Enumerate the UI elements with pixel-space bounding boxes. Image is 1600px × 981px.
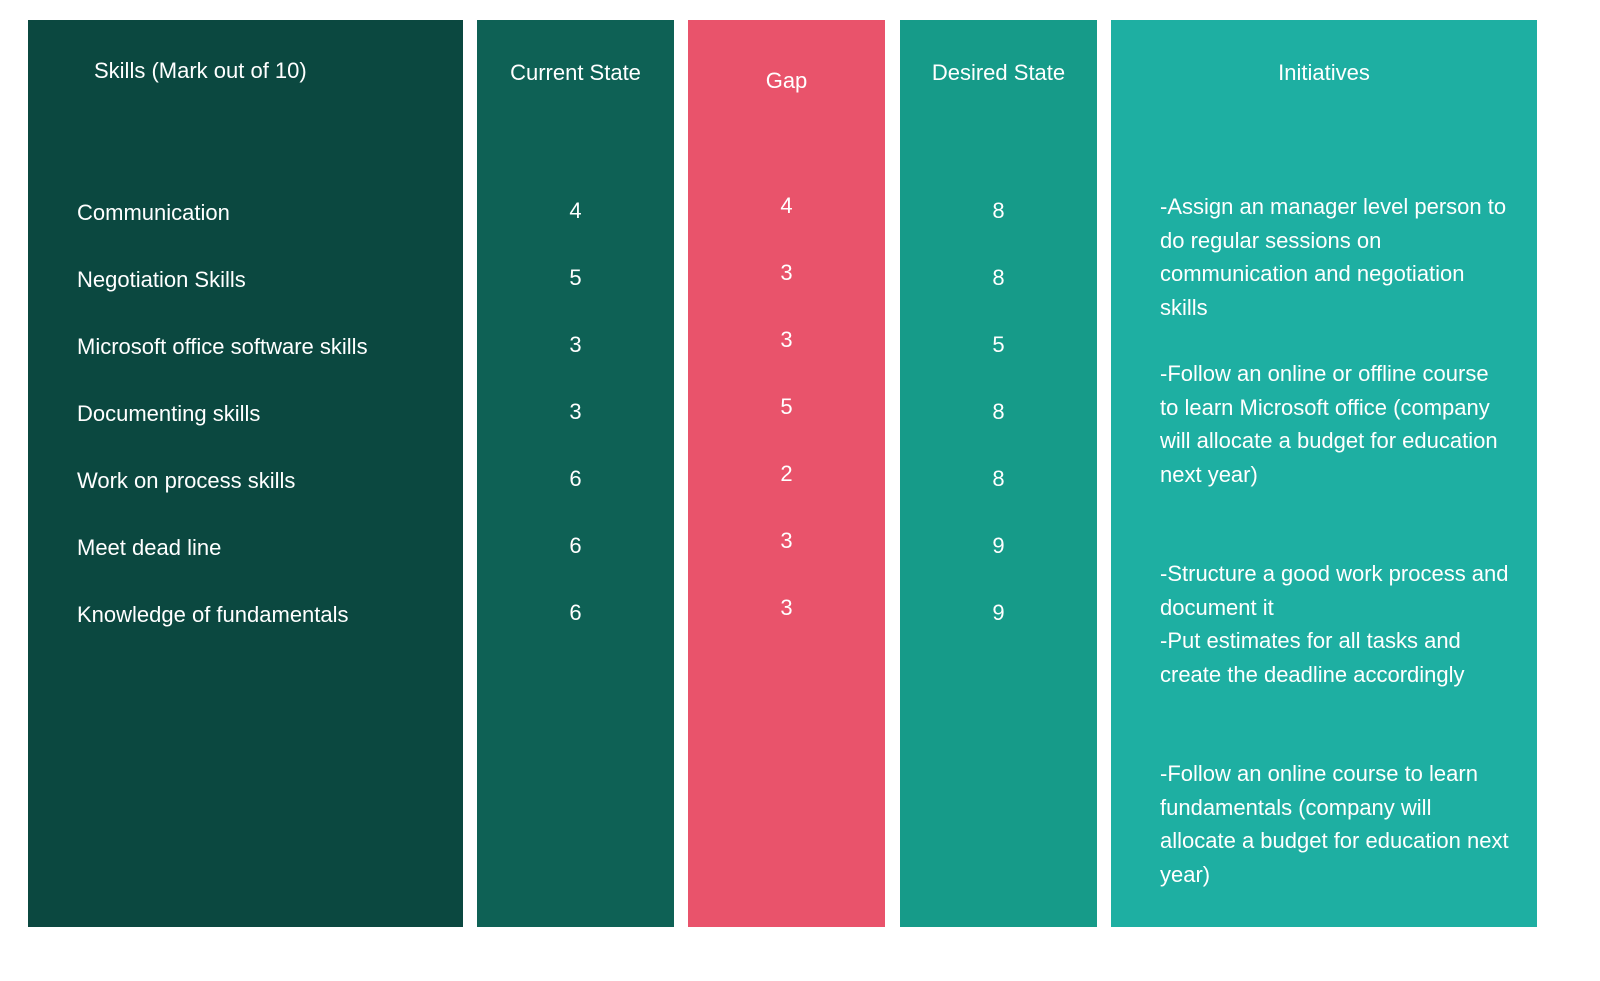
skills-column: Skills (Mark out of 10) Communication Neg… — [28, 20, 463, 927]
score: 3 — [569, 332, 582, 357]
score: 8 — [992, 198, 1005, 223]
current-column: Current State 4 5 3 3 6 6 6 — [477, 20, 674, 927]
score: 9 — [992, 600, 1005, 625]
skill-name: Knowledge of fundamentals — [77, 602, 349, 627]
initiative-block: -Structure a good work process and docum… — [1160, 557, 1510, 691]
score: 6 — [569, 600, 582, 625]
score: 3 — [569, 399, 582, 424]
score: 2 — [780, 461, 793, 486]
gap-column: Gap 4 3 3 5 2 3 3 — [688, 20, 885, 927]
header: Current State — [510, 60, 641, 85]
score: 5 — [992, 332, 1005, 357]
skill-name: Meet dead line — [77, 535, 222, 560]
score: 6 — [569, 466, 582, 491]
score: 9 — [992, 533, 1005, 558]
initiative-text: -Follow an online course to learn fundam… — [1160, 761, 1509, 887]
skill-name: Microsoft office software skills — [77, 334, 368, 359]
initiative-text: -Assign an manager level person to do re… — [1160, 194, 1507, 320]
score: 3 — [780, 260, 793, 285]
score: 8 — [992, 399, 1005, 424]
score: 3 — [780, 327, 793, 352]
header: Skills (Mark out of 10) — [94, 58, 307, 83]
score: 3 — [780, 595, 793, 620]
initiatives-column: Initiatives -Assign an manager level per… — [1111, 20, 1537, 927]
score: 5 — [569, 265, 582, 290]
skill-name: Negotiation Skills — [77, 267, 246, 292]
initiative-text: -Put estimates for all tasks and create … — [1160, 628, 1465, 687]
score: 4 — [569, 198, 582, 223]
score: 3 — [780, 528, 793, 553]
initiative-text: -Structure a good work process and docum… — [1160, 561, 1509, 620]
score: 8 — [992, 466, 1005, 491]
skill-name: Work on process skills — [77, 468, 296, 493]
initiative-block: -Assign an manager level person to do re… — [1160, 190, 1510, 324]
header: Desired State — [931, 60, 1066, 85]
skill-name: Documenting skills — [77, 401, 261, 426]
score: 5 — [780, 394, 793, 419]
initiative-block: -Follow an online or offline course to l… — [1160, 357, 1510, 491]
skill-name: Communication — [77, 200, 230, 225]
score: 8 — [992, 265, 1005, 290]
initiative-block: -Follow an online course to learn fundam… — [1160, 757, 1510, 891]
header: Initiatives — [1278, 60, 1370, 85]
initiative-text: -Follow an online or offline course to l… — [1160, 361, 1498, 487]
score: 4 — [780, 193, 793, 218]
desired-column: Desired State 8 8 5 8 8 9 9 — [900, 20, 1097, 927]
header: Gap — [765, 68, 808, 93]
score: 6 — [569, 533, 582, 558]
